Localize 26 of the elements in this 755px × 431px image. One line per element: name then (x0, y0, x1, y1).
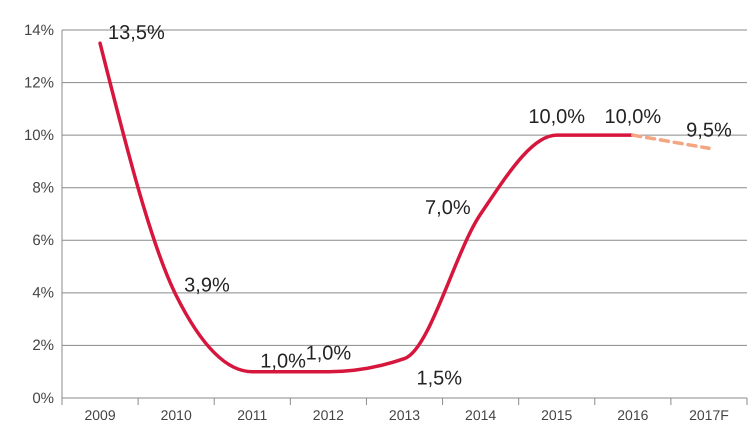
x-tick-label: 2012 (312, 406, 344, 423)
data-label: 1,0% (260, 350, 306, 373)
data-label: 1,0% (306, 342, 352, 365)
y-tick-label: 8% (32, 180, 54, 197)
data-label: 13,5% (108, 22, 165, 44)
x-tick-label: 2015 (541, 406, 573, 423)
data-label: 10,0% (604, 106, 662, 128)
data-label: 1,5% (416, 368, 462, 390)
y-tick-label: 10% (24, 126, 54, 144)
data-label: 7,0% (425, 197, 471, 219)
x-tick-label: 2011 (237, 406, 268, 423)
y-tick-label: 6% (32, 232, 54, 250)
y-tick-label: 14% (24, 22, 54, 39)
x-tick-label: 2013 (388, 406, 420, 423)
data-label: 9,5% (686, 119, 732, 142)
x-tick-label: 2014 (465, 406, 496, 423)
data-label: 3,9% (184, 274, 230, 296)
y-tick-label: 12% (24, 74, 54, 92)
y-tick-label: 2% (32, 337, 54, 354)
x-tick-label: 2010 (160, 406, 192, 423)
x-tick-label: 2009 (84, 406, 116, 423)
y-tick-label: 4% (32, 284, 54, 302)
x-tick-label: 2016 (617, 406, 649, 423)
x-tick-label: 2017F (689, 406, 729, 423)
data-label: 10,0% (528, 106, 586, 128)
y-tick-label: 0% (32, 390, 54, 407)
